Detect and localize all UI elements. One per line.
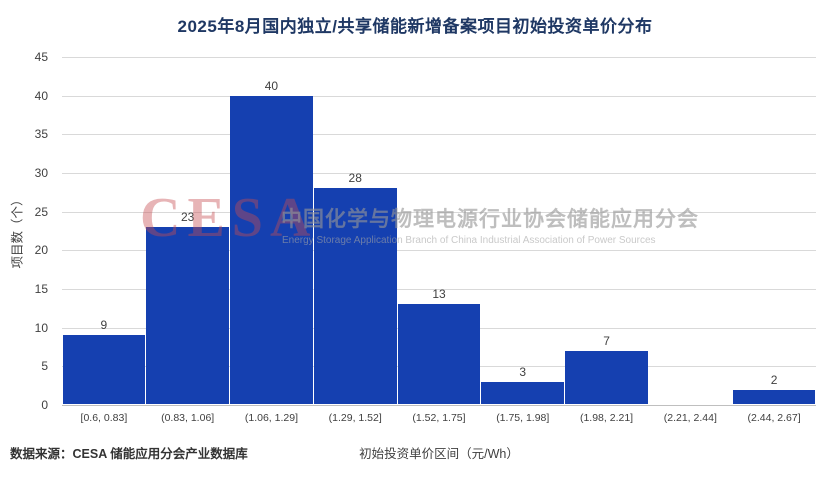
bar bbox=[230, 95, 313, 404]
x-tick-label: [0.6, 0.83] bbox=[80, 412, 128, 424]
bar-value-label: 2 bbox=[770, 372, 778, 387]
y-tick-label: 25 bbox=[34, 204, 48, 219]
x-tick-label: (0.83, 1.06] bbox=[161, 412, 215, 424]
bar bbox=[313, 188, 397, 404]
x-axis-title: 初始投资单价区间（元/Wh） bbox=[359, 447, 519, 461]
bar-value-label: 23 bbox=[180, 210, 195, 225]
grid-line bbox=[62, 57, 816, 58]
x-tick-label: (1.52, 1.75] bbox=[412, 412, 466, 424]
y-axis: 0 5 10 15 20 25 30 35 40 45 bbox=[0, 50, 54, 412]
bar-value-label: 7 bbox=[603, 333, 610, 348]
grid-line bbox=[62, 250, 816, 252]
x-tick-label: (2.21, 2.44] bbox=[663, 412, 717, 424]
y-tick-label: 10 bbox=[34, 320, 48, 335]
x-tick-label: (1.98, 2.21] bbox=[579, 412, 634, 424]
chart-title: 2025年8月国内独立/共享储能新增备案项目初始投资单价分布 bbox=[177, 17, 653, 36]
y-tick-label: 40 bbox=[34, 88, 48, 103]
y-tick-label: 35 bbox=[34, 127, 48, 142]
bar bbox=[481, 381, 565, 404]
grid-line bbox=[62, 173, 816, 174]
y-tick-label: 0 bbox=[41, 398, 48, 412]
grid-line bbox=[62, 134, 816, 136]
x-tick-label: (1.29, 1.52] bbox=[328, 412, 382, 424]
bar-value-label: 13 bbox=[432, 287, 446, 302]
grid-line bbox=[62, 95, 816, 97]
bar bbox=[397, 304, 481, 404]
x-tick-label: (1.06, 1.29] bbox=[244, 412, 298, 424]
y-tick-label: 45 bbox=[34, 50, 48, 64]
x-axis: [0.6, 0.83] (0.83, 1.06] (1.06, 1.29] (1.29… bbox=[62, 412, 816, 428]
x-axis-line bbox=[62, 405, 816, 406]
y-tick-label: 15 bbox=[34, 282, 48, 296]
bar-value-label: 9 bbox=[100, 318, 108, 333]
bar bbox=[146, 227, 230, 404]
bar-value-label: 28 bbox=[348, 171, 362, 186]
bar bbox=[732, 389, 816, 404]
grid-line bbox=[62, 289, 816, 290]
bar-value-label: 40 bbox=[264, 78, 279, 93]
plot-area: 9 23 40 28 13 3 7 2 bbox=[62, 57, 816, 406]
y-tick-label: 20 bbox=[34, 243, 48, 258]
bar bbox=[62, 335, 146, 404]
data-source-note: 数据来源：CESA 储能应用分会产业数据库 bbox=[10, 447, 248, 461]
y-tick-label: 5 bbox=[41, 359, 48, 374]
x-tick-label: (1.75, 1.98] bbox=[496, 412, 550, 424]
bar bbox=[565, 350, 648, 404]
bar-value-label: 3 bbox=[519, 364, 527, 379]
y-tick-label: 30 bbox=[34, 166, 48, 180]
grid-line bbox=[62, 211, 816, 213]
x-tick-label: (2.44, 2.67] bbox=[747, 412, 801, 424]
